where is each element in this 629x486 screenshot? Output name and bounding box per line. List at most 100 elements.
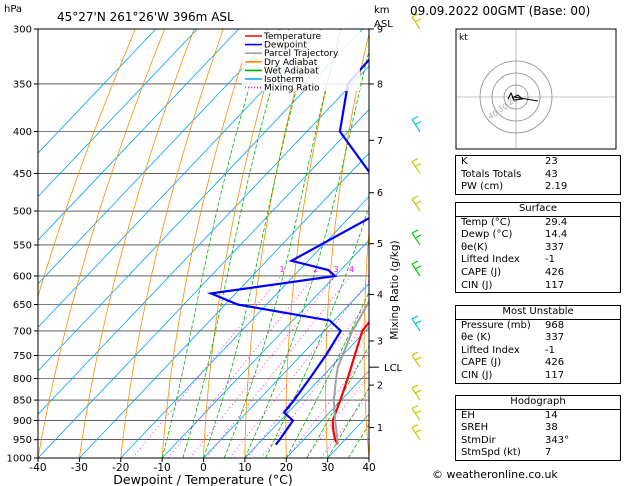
surface-theta-row: θe(K) 337	[456, 242, 620, 255]
km-tick-label: 1	[377, 423, 383, 434]
wind-barb	[411, 229, 422, 246]
surface-temp-row: Temp (°C) 29.4	[456, 217, 620, 230]
k-value: 23	[545, 156, 558, 167]
parcel-trajectory-line	[332, 298, 369, 445]
legend-label: Temperature	[263, 32, 321, 42]
tt-label: Totals Totals	[461, 168, 522, 180]
isotherm	[38, 29, 157, 154]
mixing-ratio-line	[286, 349, 369, 458]
x-tick-label: 0	[200, 462, 207, 474]
y-tick-label: 900	[13, 416, 32, 427]
dry-adiabat	[363, 227, 369, 458]
y-tick-label: 700	[13, 326, 32, 337]
mu-cin-value: 117	[545, 369, 565, 381]
stmdir-value: 343°	[545, 434, 570, 446]
hodograph-params-panel: Hodograph EH 14 SREH 38 StmDir 343° StmSpd …	[455, 395, 621, 461]
isotherm	[79, 152, 369, 458]
mu-cape-row: CAPE (J) 426	[456, 357, 620, 370]
y-tick-label: 300	[13, 25, 32, 36]
y-tick-label: 800	[13, 374, 32, 385]
mixing-ratio-line	[189, 275, 336, 458]
x-tick-label: -20	[112, 462, 129, 474]
dewpoint-line	[206, 58, 369, 446]
surface-cin-label: CIN (J)	[461, 279, 493, 291]
k-label: K	[461, 156, 468, 167]
mu-li-value: -1	[545, 344, 555, 356]
mu-cape-value: 426	[545, 357, 565, 369]
legend-label: Dry Adiabat	[264, 58, 318, 68]
y-tick-label: 850	[13, 396, 32, 407]
mixing-ratio-line	[205, 275, 351, 458]
pw-value: 2.19	[545, 181, 568, 193]
legend-label: Wet Adiabat	[264, 66, 319, 76]
dry-adiabat	[244, 29, 312, 458]
mixing-ratio-label: 4	[349, 265, 354, 274]
isotherm	[244, 326, 369, 458]
surface-title: Surface	[518, 203, 558, 214]
dry-adiabat	[203, 29, 283, 458]
y-tick-label: 550	[13, 240, 32, 251]
km-label: km	[374, 5, 390, 16]
mu-theta-label: θe (K)	[461, 332, 491, 344]
wet-adiabat	[182, 29, 290, 458]
mu-cin-label: CIN (J)	[461, 369, 493, 381]
storm-motion-vector	[513, 96, 539, 102]
eh-row: EH 14	[456, 410, 620, 423]
isotherm	[38, 29, 281, 285]
mu-cin-row: CIN (J) 117	[456, 370, 620, 383]
hodograph-frame	[455, 28, 617, 150]
y-tick-label: 650	[13, 300, 32, 311]
hodograph-ring-label: 30	[496, 102, 509, 115]
eh-value: 14	[545, 409, 558, 421]
x-tick-label: 30	[321, 462, 334, 474]
x-axis-title: Dewpoint / Temperature (°C)	[113, 472, 292, 486]
x-tick-label: 10	[238, 462, 251, 474]
surface-cape-row: CAPE (J) 426	[456, 267, 620, 280]
km-tick-label: 2	[377, 381, 383, 392]
hodograph-trace	[507, 91, 524, 101]
mixing-ratio-line	[167, 275, 315, 458]
datetime-title: 09.09.2022 00GMT (Base: 00)	[410, 4, 591, 18]
location-title: 45°27'N 261°26'W 396m ASL	[57, 10, 234, 24]
stmspd-row: StmSpd (kt) 7	[456, 447, 620, 460]
mixing-ratio-label: 20	[441, 265, 451, 274]
mixing-ratio-label: 3	[334, 265, 339, 274]
most-unstable-panel: Most Unstable Pressure (mb) 968 θe (K) 337…	[455, 305, 621, 384]
pw-label: PW (cm)	[461, 181, 504, 193]
tt-value: 43	[545, 168, 558, 180]
x-tick-label: 40	[362, 462, 375, 474]
wind-barb	[411, 384, 422, 401]
surface-cape-value: 426	[545, 266, 565, 278]
hodograph-ring-label: 40	[487, 109, 500, 122]
mu-li-label: Lifted Index	[461, 344, 520, 356]
surface-dewp-value: 14.4	[545, 229, 568, 241]
isotherm	[38, 108, 369, 458]
wet-adiabat	[327, 387, 369, 458]
wet-adiabat	[161, 29, 268, 458]
surface-temp-value: 29.4	[545, 216, 568, 228]
surface-cape-label: CAPE (J)	[461, 266, 502, 278]
surface-li-value: -1	[545, 254, 555, 266]
surface-temp-label: Temp (°C)	[461, 216, 511, 228]
x-tick-label: 20	[280, 462, 293, 474]
wet-adiabat	[306, 345, 369, 458]
lcl-label: LCL	[384, 363, 403, 374]
km-tick-label: 9	[377, 25, 383, 36]
y-tick-label: 350	[13, 79, 32, 90]
km-tick-label: 5	[377, 239, 383, 250]
copyright-link[interactable]: © weatheronline.co.uk	[432, 468, 558, 481]
surface-dewp-row: Dewp (°C) 14.4	[456, 229, 620, 242]
mixing-ratio-label: 15	[423, 265, 433, 274]
legend-label: Mixing Ratio	[264, 84, 320, 94]
wind-barb	[411, 260, 422, 277]
surface-dewp-label: Dewp (°C)	[461, 229, 513, 241]
mixing-ratio-line	[260, 317, 369, 458]
mu-pressure-label: Pressure (mb)	[461, 319, 531, 331]
mu-cape-label: CAPE (J)	[461, 357, 502, 369]
km-tick-label: 3	[377, 336, 383, 347]
pressure-unit-label: hPa	[4, 4, 22, 15]
surface-theta-value: 337	[545, 241, 565, 253]
stmspd-label: StmSpd (kt)	[461, 447, 521, 459]
